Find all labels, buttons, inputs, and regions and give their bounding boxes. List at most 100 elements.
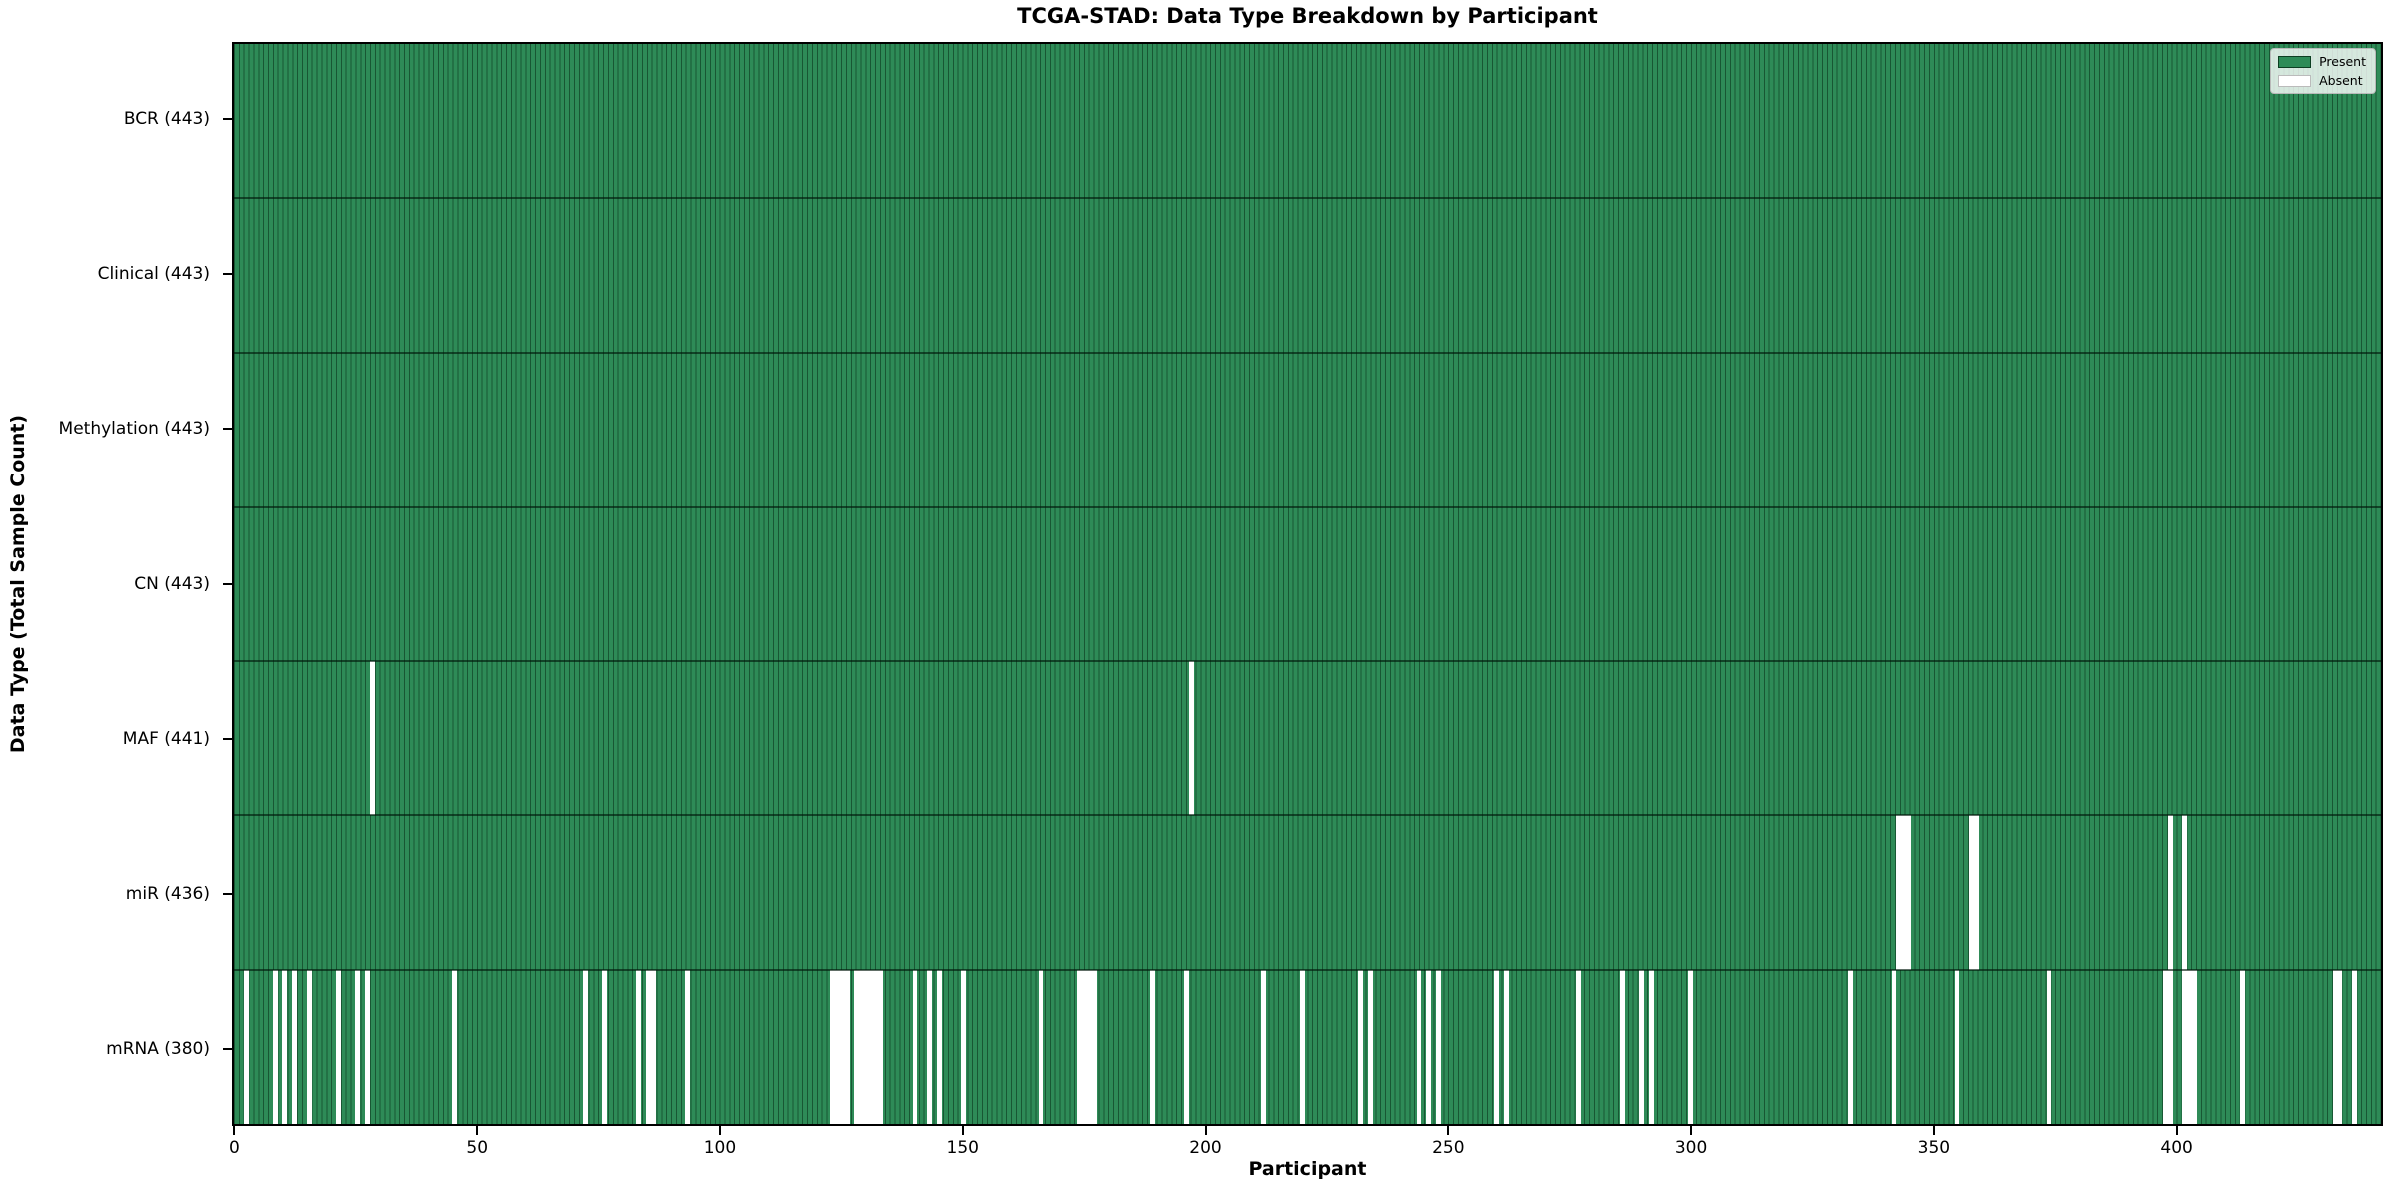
absent-stripe [1973,815,1979,970]
absent-stripe [1620,969,1625,1124]
absent-stripe [868,969,874,1124]
absent-stripe [2332,969,2338,1124]
y-tick-label-bcr: BCR (443) [123,109,210,130]
absent-stripe [839,969,845,1124]
x-tick-mark [718,1126,721,1135]
x-tick-label: 50 [466,1138,489,1158]
absent-stripe [1038,969,1044,1124]
absent-stripe [1261,969,1267,1124]
absent-stripe [335,969,341,1124]
absent-stripe [282,969,288,1124]
absent-stripe [369,661,375,816]
absent-stripe [650,969,656,1124]
absent-stripe [645,969,651,1124]
absent-stripe [636,969,642,1124]
absent-stripe [854,969,860,1124]
absent-stripe [1358,969,1364,1124]
row-band-mir [234,815,2381,970]
absent-stripe [1183,969,1189,1124]
absent-stripe [1639,969,1645,1124]
absent-stripe [292,969,297,1124]
absent-stripe [864,969,869,1124]
absent-stripe [927,969,932,1124]
row-separator [234,660,2381,663]
row-band-clinical [234,198,2381,353]
absent-stripe [936,969,942,1124]
absent-stripe [2351,969,2357,1124]
x-tick-mark [1447,1126,1450,1135]
absent-stripe [2240,969,2246,1124]
y-axis-label: Data Type (Total Sample Count) [7,414,29,754]
absent-stripe [2167,815,2173,970]
x-tick-mark [2175,1126,2178,1135]
absent-stripe [2046,969,2052,1124]
absent-stripe [960,969,966,1124]
x-tick-label: 200 [1189,1138,1222,1158]
absent-stripe [878,969,884,1124]
absent-stripe [859,969,865,1124]
row-band-cn [234,506,2381,662]
row-separator [234,505,2381,508]
absent-stripe [1891,969,1897,1124]
legend-absent-label: Absent [2319,73,2363,88]
absent-stripe [2187,969,2192,1124]
absent-stripe [1847,969,1853,1124]
absent-stripe [1426,969,1432,1124]
row-band-bcr [234,44,2381,199]
row-separator [234,197,2381,200]
plot-area [232,42,2383,1126]
x-tick-mark [1932,1126,1935,1135]
row-band-mrna [234,969,2381,1124]
x-tick-mark [1690,1126,1693,1135]
absent-stripe [1687,969,1693,1124]
x-tick-label: 100 [703,1138,737,1158]
y-tick-mark [223,583,232,585]
absent-stripe [2337,969,2343,1124]
heatmap-bands [234,44,2381,1124]
absent-stripe [355,969,360,1124]
absent-stripe [912,969,918,1124]
x-tick-label: 400 [2160,1138,2193,1158]
y-tick-label-methylation: Methylation (443) [58,419,210,440]
absent-stripe [1901,815,1907,970]
absent-stripe [364,969,370,1124]
absent-stripe [1188,661,1194,816]
absent-stripe [1416,969,1422,1124]
absent-stripe [844,969,850,1124]
absent-stripe [1896,815,1902,970]
y-tick-mark [223,118,232,121]
absent-stripe [243,969,249,1124]
absent-stripe [1091,969,1097,1124]
absent-stripe [1300,969,1306,1124]
absent-stripe [582,969,588,1124]
legend: Present Absent [2270,48,2376,94]
y-tick-mark [223,273,232,276]
y-tick-mark [223,428,232,431]
x-axis-label: Participant [1248,1158,1367,1180]
x-tick-mark [961,1126,964,1135]
legend-present-label: Present [2319,54,2366,69]
legend-entry-absent: Absent [2278,73,2366,88]
y-tick-mark [223,892,232,895]
x-tick-mark [476,1126,479,1135]
absent-stripe [1906,815,1911,970]
y-tick-mark [223,737,232,740]
absent-stripe [684,969,690,1124]
absent-stripe [1503,969,1509,1124]
row-separator [234,968,2381,971]
absent-stripe [1368,969,1373,1124]
x-tick-label: 300 [1674,1138,1708,1158]
absent-stripe [2167,969,2173,1124]
absent-stripe [1576,969,1582,1124]
x-tick-mark [233,1126,236,1135]
absent-stripe [1082,969,1087,1124]
x-tick-label: 0 [229,1138,240,1158]
legend-absent-swatch [2278,74,2312,87]
x-tick-label: 350 [1917,1138,1951,1158]
absent-stripe [2162,969,2168,1124]
row-separator [234,814,2381,817]
absent-stripe [830,969,835,1124]
absent-stripe [602,969,608,1124]
x-tick-mark [1204,1126,1207,1135]
y-tick-label-mir: miR (436) [125,883,210,904]
